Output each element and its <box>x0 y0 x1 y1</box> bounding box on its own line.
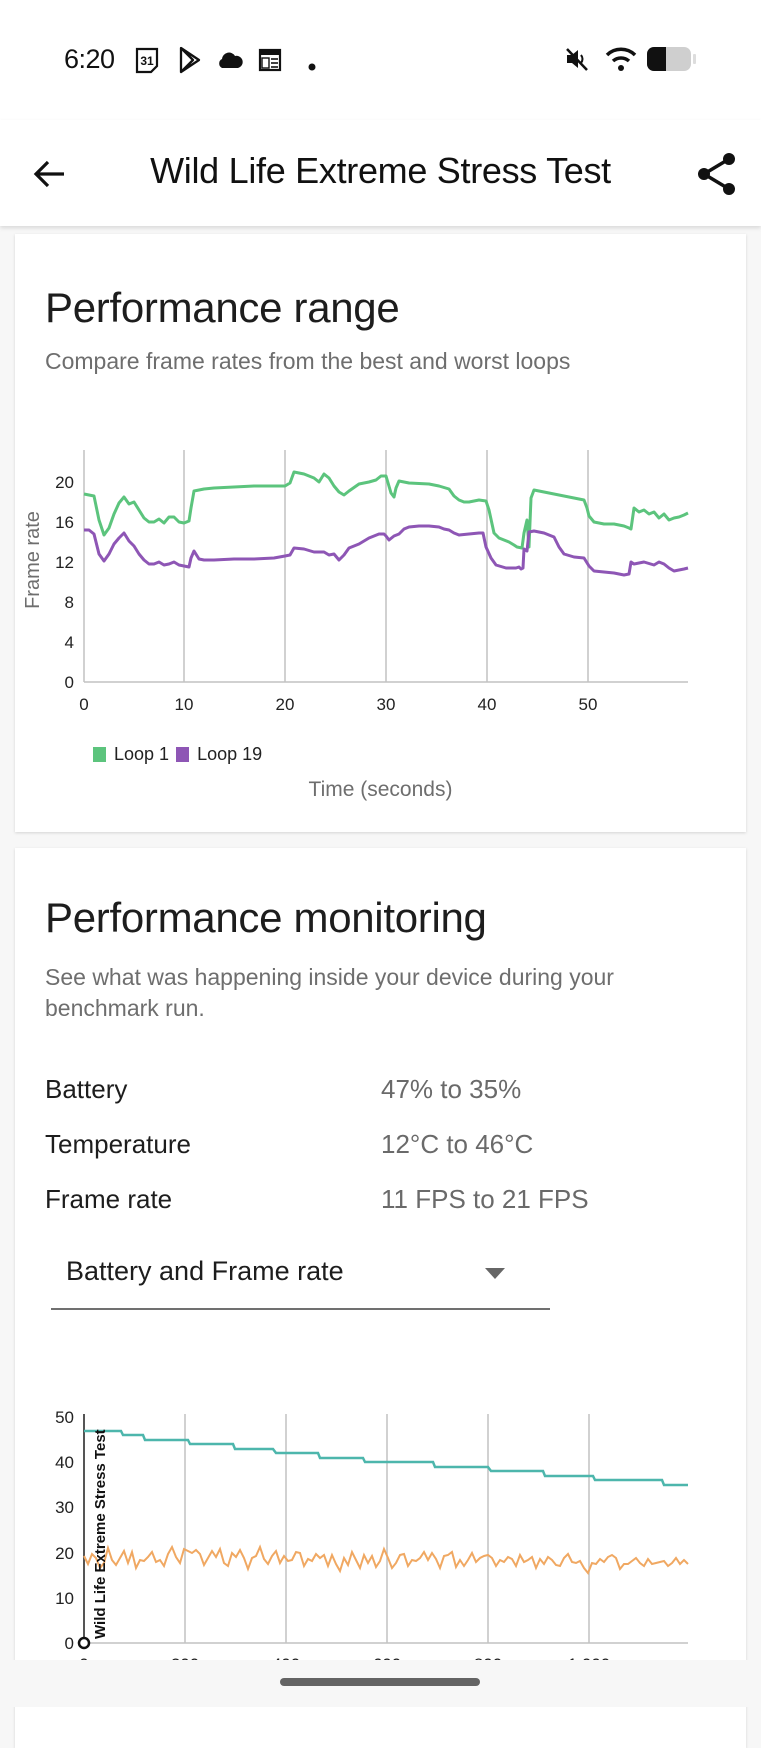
stat-label: Frame rate <box>45 1184 173 1214</box>
performance-range-card: Performance range Compare frame rates fr… <box>15 234 746 832</box>
svg-text:10: 10 <box>175 695 194 714</box>
x-axis-label: Time (seconds) <box>308 778 453 801</box>
svg-text:40: 40 <box>55 1453 74 1472</box>
loop-19-line <box>84 524 689 577</box>
chart-annotation-label: Wild Life Extreme Stress Test <box>92 1429 109 1639</box>
play-store-icon <box>178 46 202 79</box>
svg-text:30: 30 <box>55 1498 74 1517</box>
app-bar: Wild Life Extreme Stress Test <box>0 120 761 226</box>
svg-text:30: 30 <box>377 695 396 714</box>
svg-text:4: 4 <box>65 633 74 652</box>
svg-text:0: 0 <box>65 1634 74 1653</box>
dropdown-selected-value: Battery and Frame rate <box>66 1256 344 1286</box>
y-axis-label: Frame rate <box>22 511 44 609</box>
home-handle[interactable] <box>280 1678 480 1686</box>
svg-text:20: 20 <box>276 695 295 714</box>
battery-frame-rate-chart: 0 10 20 30 40 50 0 200 400 600 800 1,000… <box>55 1408 689 1668</box>
legend-label-loop-1: Loop 1 <box>114 744 170 764</box>
loop-1-line <box>83 470 689 550</box>
performance-range-subtitle: Compare frame rates from the best and wo… <box>45 348 571 374</box>
svg-text:16: 16 <box>55 513 74 532</box>
svg-text:0: 0 <box>65 673 74 692</box>
performance-monitoring-title: Performance monitoring <box>45 894 487 941</box>
performance-range-title: Performance range <box>45 284 400 331</box>
svg-text:10: 10 <box>55 1589 74 1608</box>
svg-text:31: 31 <box>140 54 154 68</box>
dot-icon <box>308 58 316 76</box>
performance-monitoring-subtitle: See what was happening inside your devic… <box>45 964 614 1021</box>
svg-text:8: 8 <box>65 593 74 612</box>
chart-type-dropdown[interactable]: Battery and Frame rate <box>51 1248 550 1310</box>
calendar-icon: 31 <box>135 46 161 79</box>
back-button[interactable] <box>30 154 70 194</box>
status-bar: 6:20 31 <box>0 0 761 120</box>
stat-value: 47% to 35% <box>381 1074 522 1104</box>
svg-text:0: 0 <box>79 695 88 714</box>
svg-text:12: 12 <box>55 553 74 572</box>
gesture-nav-bar <box>0 1660 761 1707</box>
stat-value: 11 FPS to 21 FPS <box>381 1184 589 1214</box>
stat-value: 12°C to 46°C <box>381 1129 534 1159</box>
frame-rate-line <box>83 1544 689 1575</box>
chart-legend: Loop 1 Loop 19 <box>93 744 269 765</box>
arrow-back-icon <box>33 160 64 188</box>
news-icon <box>258 46 282 77</box>
svg-text:40: 40 <box>478 695 497 714</box>
annotation-marker-icon <box>77 1636 91 1650</box>
performance-range-chart: Frame rate 0 4 8 12 16 20 0 10 20 30 40 … <box>22 450 689 714</box>
svg-text:20: 20 <box>55 473 74 492</box>
battery-line <box>84 1429 688 1487</box>
legend-label-loop-19: Loop 19 <box>197 744 263 764</box>
dropdown-arrow-icon <box>485 1268 505 1279</box>
battery-icon <box>646 46 698 77</box>
mute-icon <box>564 46 590 77</box>
stat-label: Battery <box>45 1074 128 1104</box>
stat-label: Temperature <box>45 1129 191 1159</box>
legend-swatch-loop-19 <box>176 747 190 762</box>
cloud-icon <box>216 50 244 75</box>
svg-text:50: 50 <box>55 1408 74 1427</box>
svg-text:50: 50 <box>579 695 598 714</box>
share-button[interactable] <box>695 150 739 198</box>
svg-text:20: 20 <box>55 1544 74 1563</box>
page-title: Wild Life Extreme Stress Test <box>150 150 611 191</box>
legend-swatch-loop-1 <box>93 747 106 762</box>
performance-monitoring-card: Performance monitoring See what was happ… <box>15 848 746 1748</box>
status-time: 6:20 <box>64 44 115 74</box>
share-icon <box>698 153 735 195</box>
wifi-icon <box>605 46 637 77</box>
